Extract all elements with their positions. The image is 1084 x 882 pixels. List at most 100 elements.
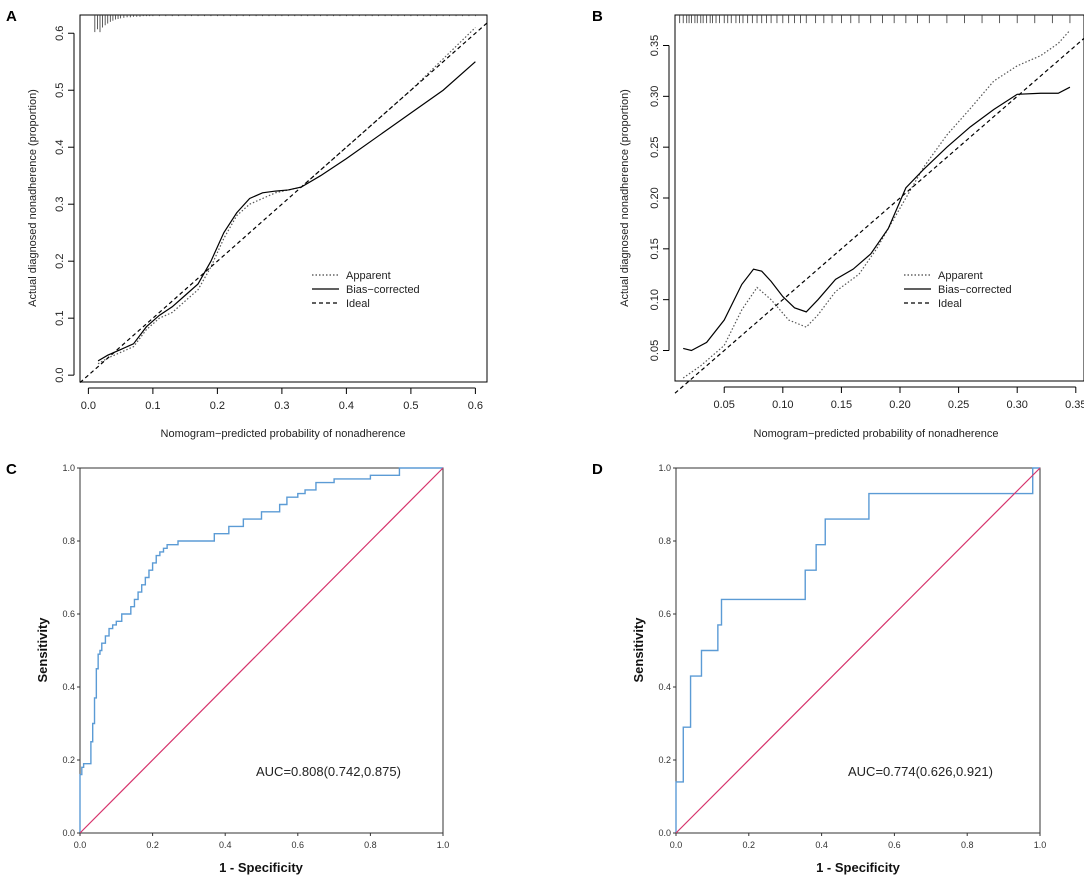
panel-a-x-tick-label: 0.1 (145, 400, 160, 412)
panel-d-x-tick-label: 0.2 (743, 840, 756, 850)
panel-b-series-apparent (682, 29, 1071, 379)
panel-c-y-tick-label: 0.8 (62, 536, 75, 546)
panel-b-x-ticks: 0.05 0.10 0.15 0.20 0.25 0.30 0.35 (714, 386, 1084, 411)
panel-b-x-tick-label: 0.15 (831, 399, 852, 411)
panel-a-y-tick-label: 0.5 (54, 83, 66, 98)
panel-d-y-tick-label: 0.4 (658, 682, 671, 692)
panel-d-x-ticks: 0.0 0.2 0.4 0.6 0.8 1.0 (670, 833, 1047, 850)
legend-bias-corrected-label: Bias−corrected (938, 284, 1012, 296)
panel-b-series (674, 29, 1084, 394)
panel-d-x-tick-label: 0.4 (815, 840, 828, 850)
panel-d-x-tick-label: 1.0 (1034, 840, 1047, 850)
panel-b-label: B (592, 8, 603, 25)
panel-a-legend: Apparent Bias−corrected Ideal (312, 270, 420, 310)
panel-a-y-tick-label: 0.6 (54, 26, 66, 41)
panel-c-roc-curve: C 0.0 0.2 0.4 0.6 0.8 1.0 0.00.20.40.60.81.0 … (6, 461, 449, 875)
panel-d-x-tick-label: 0.8 (961, 840, 974, 850)
panel-c-y-tick-label: 0.0 (62, 828, 75, 838)
panel-c-auc-annotation: AUC=0.808(0.742,0.875) (256, 764, 401, 779)
panel-a-y-tick-label: 0.4 (54, 140, 66, 155)
panel-b-y-tick-label: 0.30 (649, 86, 661, 107)
panel-c-x-axis-title: 1 - Specificity (219, 860, 304, 875)
panel-d-y-tick-label: 0.6 (658, 609, 671, 619)
panel-a-x-tick-label: 0.5 (403, 400, 418, 412)
panel-a-y-axis-title: Actual diagnosed nonadherence (proportio… (27, 89, 39, 307)
panel-a-y-tick-label: 0.2 (54, 254, 66, 269)
panel-b-calibration-plot: B 0.05 0.10 0.15 0.20 0.25 0.30 0.35 0.050.100… (592, 8, 1084, 440)
panel-c-y-tick-label: 0.4 (62, 682, 75, 692)
panel-a-label: A (6, 8, 17, 25)
panel-c-x-tick-label: 1.0 (437, 840, 450, 850)
panel-b-y-tick-label: 0.15 (649, 238, 661, 259)
panel-a-calibration-plot: A 0.0 0.1 0.2 0.3 0.4 0.5 0.6 0.00.10.20.30.40… (6, 8, 488, 440)
panel-d-label: D (592, 461, 603, 478)
panel-a-series-bias-corrected (97, 61, 476, 362)
panel-c-x-tick-label: 0.8 (364, 840, 377, 850)
panel-c-y-tick-label: 0.6 (62, 609, 75, 619)
panel-d-y-tick-label: 0.0 (658, 828, 671, 838)
panel-a-x-tick-label: 0.4 (339, 400, 354, 412)
panel-b-plot-frame (674, 14, 1084, 382)
panel-a-rug-marks (94, 15, 476, 33)
panel-b-y-tick-label: 0.35 (649, 35, 661, 56)
panel-d-y-tick-label: 0.8 (658, 536, 671, 546)
panel-c-series (79, 467, 444, 834)
panel-b-x-tick-label: 0.20 (889, 399, 910, 411)
panel-d-series-roc (675, 467, 1040, 833)
panel-a-series-ideal (79, 22, 488, 384)
panel-c-y-tick-label: 1.0 (62, 463, 75, 473)
panel-c-series-roc (79, 467, 443, 833)
panel-a-y-tick-label: 0.3 (54, 197, 66, 212)
panel-a-x-tick-label: 0.2 (210, 400, 225, 412)
panel-b-y-tick-label: 0.20 (649, 187, 661, 208)
panel-d-series-reference (675, 467, 1041, 834)
panel-c-label: C (6, 461, 17, 478)
panel-b-y-ticks: 0.05 0.10 0.15 0.20 0.25 0.30 0.35 (649, 35, 670, 361)
panel-a-y-ticks: 0.0 0.1 0.2 0.3 0.4 0.5 0.6 (54, 26, 75, 383)
panel-d-series (675, 467, 1041, 834)
panel-d-y-tick-label: 1.0 (658, 463, 671, 473)
panel-d-y-ticks: 0.0 0.2 0.4 0.6 0.8 1.0 (658, 463, 676, 838)
panel-d-x-axis-title: 1 - Specificity (816, 860, 901, 875)
panel-b-series-ideal (674, 37, 1084, 394)
panel-d-auc-annotation: AUC=0.774(0.626,0.921) (848, 764, 993, 779)
panel-b-rug-marks (679, 15, 1071, 24)
panel-c-x-tick-label: 0.2 (146, 840, 159, 850)
panel-d-x-tick-label: 0.0 (670, 840, 683, 850)
panel-b-x-tick-label: 0.05 (714, 399, 735, 411)
panel-b-x-tick-label: 0.10 (772, 399, 793, 411)
panel-a-x-tick-label: 0.6 (468, 400, 483, 412)
panel-b-y-tick-label: 0.25 (649, 136, 661, 157)
panel-a-y-tick-label: 0.1 (54, 311, 66, 326)
panel-a-x-axis-title: Nomogram−predicted probability of nonadh… (161, 428, 406, 440)
panel-c-x-tick-label: 0.0 (74, 840, 87, 850)
panel-b-y-axis-title: Actual diagnosed nonadherence (proportio… (619, 89, 631, 307)
legend-bias-corrected-label: Bias−corrected (346, 284, 420, 296)
panel-c-y-tick-label: 0.2 (62, 755, 75, 765)
panel-a-series (79, 22, 488, 384)
legend-apparent-label: Apparent (346, 270, 391, 282)
panel-c-x-tick-label: 0.6 (292, 840, 305, 850)
panel-b-series-bias-corrected (683, 86, 1071, 352)
panel-a-x-tick-label: 0.3 (274, 400, 289, 412)
panel-a-y-tick-label: 0.0 (54, 368, 66, 383)
panel-b-x-axis-title: Nomogram−predicted probability of nonadh… (754, 428, 999, 440)
panel-c-plot-frame (79, 467, 444, 834)
panel-a-series-apparent (97, 27, 476, 365)
panel-c-series-reference (79, 467, 444, 834)
panel-b-x-tick-label: 0.35 (1065, 399, 1084, 411)
legend-ideal-label: Ideal (938, 298, 962, 310)
panel-b-legend: Apparent Bias−corrected Ideal (904, 270, 1012, 310)
panel-c-y-axis-title: Sensitivity (35, 617, 50, 683)
panel-d-y-axis-title: Sensitivity (631, 617, 646, 683)
panel-d-x-tick-label: 0.6 (888, 840, 901, 850)
panel-b-y-tick-label: 0.10 (649, 289, 661, 310)
panel-c-y-ticks: 0.0 0.2 0.4 0.6 0.8 1.0 (62, 463, 80, 838)
panel-d-roc-curve: D 0.0 0.2 0.4 0.6 0.8 1.0 0.00.20.40.60.81.0 … (592, 461, 1046, 875)
panel-a-x-tick-label: 0.0 (81, 400, 96, 412)
panel-d-plot-frame (675, 467, 1041, 834)
panel-c-x-ticks: 0.0 0.2 0.4 0.6 0.8 1.0 (74, 833, 450, 850)
panel-d-y-tick-label: 0.2 (658, 755, 671, 765)
panel-a-plot-frame (79, 14, 488, 383)
panel-b-x-tick-label: 0.30 (1006, 399, 1027, 411)
